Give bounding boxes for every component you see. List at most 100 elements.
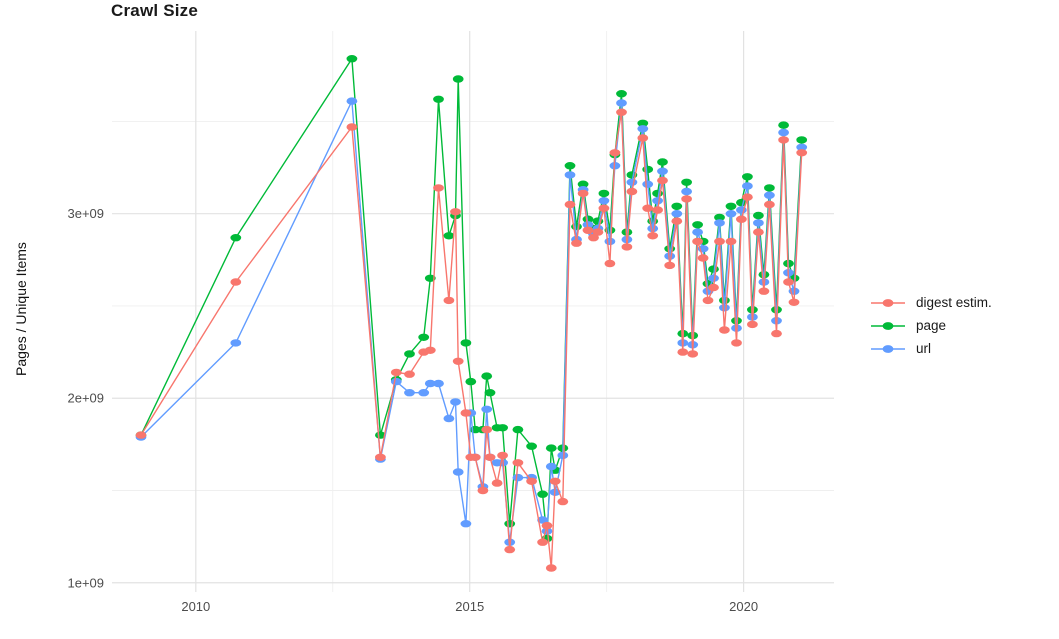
legend-key-point — [882, 344, 894, 353]
x-tick-label: 2020 — [729, 599, 758, 614]
data-point-digest-estim — [742, 193, 753, 201]
data-point-digest-estim — [545, 564, 557, 572]
data-point-url — [404, 389, 415, 397]
data-point-url — [537, 516, 548, 524]
data-point-digest-estim — [725, 237, 737, 246]
data-point-digest-estim — [764, 200, 775, 209]
data-point-page — [452, 75, 464, 83]
data-point-digest-estim — [687, 350, 699, 358]
data-point-digest-estim — [671, 217, 683, 225]
data-point-page — [681, 178, 692, 186]
data-point-page — [465, 377, 477, 386]
legend-key-url — [871, 344, 905, 353]
data-point-url — [481, 405, 493, 413]
data-point-url — [637, 125, 649, 133]
x-tick-label: 2010 — [181, 599, 210, 614]
data-point-digest-estim — [346, 123, 358, 131]
data-point-url — [512, 473, 524, 482]
data-point-page — [742, 173, 753, 181]
y-tick-label: 2e+09 — [67, 391, 104, 406]
data-point-digest-estim — [443, 296, 455, 305]
data-point-page — [443, 232, 455, 240]
data-point-digest-estim — [692, 237, 703, 246]
data-point-page — [671, 202, 683, 210]
data-point-page — [504, 520, 516, 528]
data-point-digest-estim — [452, 357, 464, 365]
data-point-digest-estim — [714, 237, 725, 246]
data-point-page — [642, 165, 654, 174]
data-point-digest-estim — [404, 370, 415, 378]
data-point-digest-estim — [497, 451, 508, 460]
data-point-digest-estim — [719, 326, 730, 334]
data-point-url — [652, 197, 663, 205]
data-point-url — [418, 389, 430, 397]
legend-key-point — [882, 321, 894, 330]
data-point-digest-estim — [598, 204, 610, 212]
data-point-digest-estim — [758, 287, 770, 295]
series-line-page — [140, 56, 803, 539]
data-point-digest-estim — [481, 425, 493, 434]
data-point-digest-estim — [484, 453, 496, 461]
data-point-digest-estim — [504, 545, 516, 554]
data-point-digest-estim — [664, 261, 676, 270]
data-point-digest-estim — [652, 206, 663, 214]
data-point-url — [708, 274, 719, 282]
data-point-page — [481, 372, 493, 380]
legend-label-url: url — [916, 341, 932, 356]
data-point-url — [450, 398, 461, 406]
data-point-page — [582, 215, 594, 223]
legend-key-page — [871, 321, 905, 330]
data-point-digest-estim — [433, 184, 444, 192]
data-point-url — [564, 171, 576, 179]
data-point-page — [424, 274, 436, 282]
data-point-digest-estim — [564, 200, 576, 209]
legend-label-digest-estim: digest estim. — [916, 295, 992, 310]
data-point-url — [796, 143, 808, 151]
y-tick-label: 1e+09 — [67, 575, 104, 590]
data-point-digest-estim — [450, 208, 461, 216]
data-point-digest-estim — [736, 215, 747, 223]
data-point-digest-estim — [469, 453, 481, 461]
data-point-digest-estim — [657, 176, 668, 185]
legend-label-page: page — [916, 318, 947, 333]
data-point-digest-estim — [460, 409, 472, 417]
legend-key-digest-estim — [871, 298, 905, 307]
data-point-digest-estim — [491, 479, 503, 487]
data-point-url — [664, 252, 676, 260]
legend: digest estim. page url — [870, 291, 992, 360]
data-point-url — [545, 462, 557, 471]
data-point-page — [418, 333, 430, 341]
data-point-digest-estim — [549, 477, 561, 485]
data-point-digest-estim — [537, 538, 548, 546]
data-point-page — [497, 424, 508, 432]
legend-item-digest-estim: digest estim. — [870, 291, 992, 314]
data-point-digest-estim — [697, 254, 709, 262]
data-point-url — [230, 339, 242, 347]
data-point-url — [647, 224, 659, 233]
data-point-url — [616, 99, 627, 107]
data-point-digest-estim — [621, 243, 633, 251]
legend-item-page: page — [870, 314, 992, 337]
data-point-digest-estim — [512, 459, 524, 467]
series-line-url — [140, 98, 803, 543]
data-point-url — [598, 197, 610, 205]
data-point-page — [637, 119, 649, 128]
data-point-url — [452, 468, 464, 476]
data-point-url — [778, 128, 789, 137]
data-point-url — [443, 414, 455, 423]
data-point-digest-estim — [626, 187, 638, 196]
data-point-page — [230, 234, 242, 242]
data-point-digest-estim — [783, 278, 794, 286]
chart-title: Crawl Size — [111, 1, 199, 20]
data-point-page — [545, 444, 557, 452]
data-point-digest-estim — [592, 228, 604, 236]
data-point-url — [657, 167, 668, 175]
data-point-digest-estim — [230, 278, 242, 286]
data-point-digest-estim — [771, 329, 782, 338]
data-point-url — [557, 451, 569, 460]
data-point-digest-estim — [588, 234, 599, 242]
data-point-digest-estim — [582, 226, 594, 234]
data-point-url — [346, 97, 358, 105]
data-point-page — [564, 162, 576, 170]
